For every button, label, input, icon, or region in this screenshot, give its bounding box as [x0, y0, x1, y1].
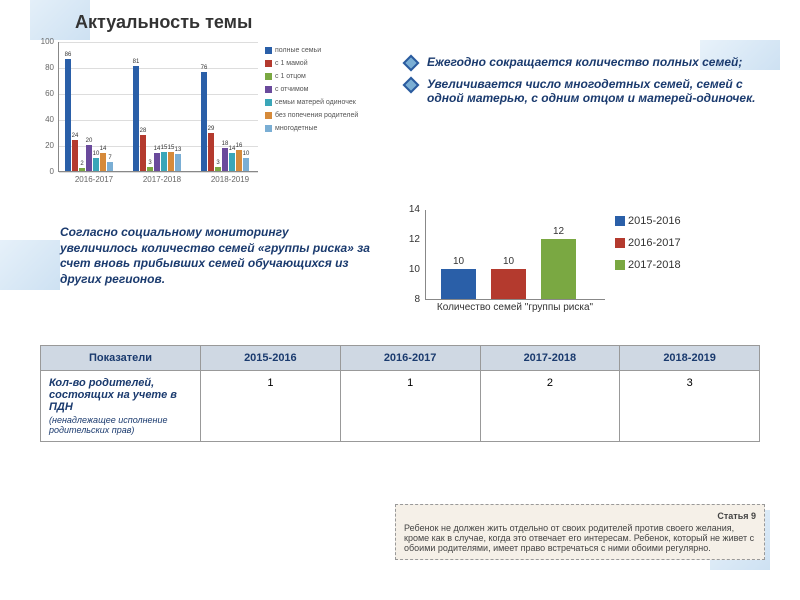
bg-decor — [0, 240, 60, 290]
article-title: Статья 9 — [404, 511, 756, 521]
article-text: Ребенок не должен жить отдельно от своих… — [404, 523, 754, 553]
chart1-families: 86242201014781283141515137629318141610 п… — [30, 42, 390, 202]
chart2-risk-families: 101012 Количество семей "группы риска" 2… — [400, 200, 750, 330]
bullet-list: Ежегодно сокращается количество полных с… — [405, 55, 775, 113]
paragraph-monitoring: Согласно социальному мониторингу увеличи… — [60, 225, 370, 287]
page-title: Актуальность темы — [75, 12, 252, 33]
article-9-box: Статья 9 Ребенок не должен жить отдельно… — [395, 504, 765, 560]
indicators-table: Показатели2015-20162016-20172017-2018201… — [40, 345, 760, 442]
chart2-xlabel: Количество семей "группы риска" — [425, 302, 605, 313]
